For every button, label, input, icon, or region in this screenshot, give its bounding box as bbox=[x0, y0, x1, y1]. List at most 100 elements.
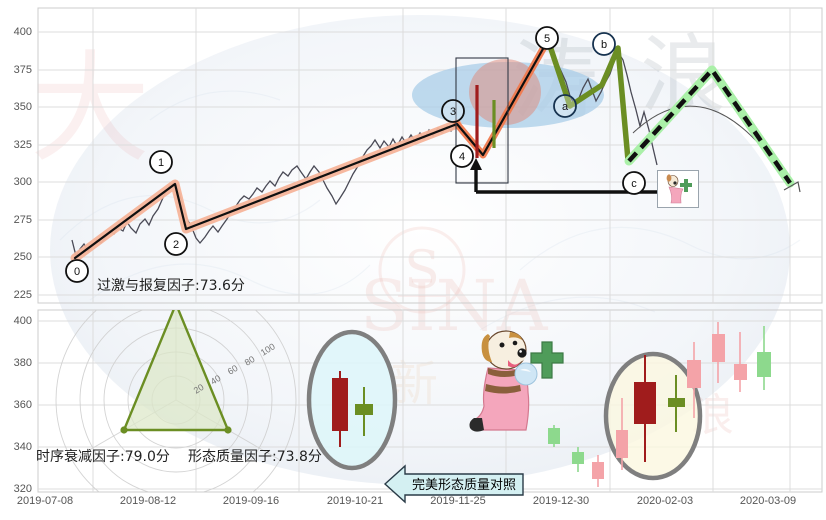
projection-dashed-path bbox=[627, 66, 792, 185]
lower-ytick-340: 340 bbox=[14, 441, 32, 453]
upper-ytick-250: 250 bbox=[14, 251, 32, 263]
lower-annotation-left: 时序衰减因子:79.0分 bbox=[36, 448, 170, 465]
radar-vertices bbox=[120, 426, 232, 434]
lower-ytick-360: 360 bbox=[14, 399, 32, 411]
candle-up-highlight bbox=[668, 375, 685, 432]
xtick-1: 2019-08-12 bbox=[120, 495, 176, 507]
radar-tick-20: 20 bbox=[192, 382, 206, 396]
candle-down bbox=[616, 398, 628, 470]
candle-up bbox=[757, 326, 771, 390]
lower-y-tick-labels: 400 380 360 340 320 bbox=[14, 315, 32, 495]
radar-tick-40: 40 bbox=[209, 373, 223, 387]
radar-tick-labels: 20 40 60 80 100 bbox=[192, 341, 277, 395]
wave-marker-c: c bbox=[622, 171, 646, 195]
upper-ytick-375: 375 bbox=[14, 64, 32, 76]
candle-up bbox=[572, 447, 584, 472]
upper-ytick-350: 350 bbox=[14, 101, 32, 113]
wave-label-a: a bbox=[562, 101, 569, 113]
radar-tick-100: 100 bbox=[259, 341, 277, 357]
c-pointer-arrowhead bbox=[470, 158, 482, 170]
upper-ytick-300: 300 bbox=[14, 176, 32, 188]
lower-annotation-right: 形态质量因子:73.8分 bbox=[188, 449, 322, 465]
xtick-0: 2019-07-08 bbox=[17, 495, 73, 507]
wave-marker-3: 3 bbox=[441, 99, 465, 123]
xtick-5: 2019-12-30 bbox=[533, 495, 589, 507]
wave-34-focus-box bbox=[455, 57, 509, 184]
upper-y-tick-labels: 400 375 350 325 300 275 250 225 bbox=[14, 26, 32, 301]
callout-label: 完美形态质量对照 bbox=[411, 477, 516, 493]
wave-marker-2: 2 bbox=[164, 232, 188, 256]
upper-annotation-text: 过激与报复因子:73.6分 bbox=[97, 277, 245, 294]
watermark-cn-left: 大 bbox=[30, 40, 150, 179]
wave-marker-0: 0 bbox=[65, 259, 89, 283]
wave-marker-1: 1 bbox=[149, 150, 173, 174]
red-highlight-blob bbox=[469, 59, 541, 125]
lower-ytick-400: 400 bbox=[14, 315, 32, 327]
wave-label-1: 1 bbox=[158, 157, 164, 169]
watermark-cn-mid: 涛 bbox=[512, 31, 598, 131]
upper-ytick-225: 225 bbox=[14, 289, 32, 301]
correction-abc-path bbox=[545, 37, 631, 163]
projection-end-tick bbox=[783, 181, 801, 193]
price-series-line-tail bbox=[547, 39, 658, 166]
radar-tick-80: 80 bbox=[243, 354, 257, 368]
watermark-s-logo: S bbox=[378, 226, 466, 314]
wave-label-3: 3 bbox=[450, 106, 456, 118]
zoom-ellipse-cyan bbox=[306, 329, 398, 471]
radar-tick-60: 60 bbox=[226, 363, 240, 377]
wave-markers: 0 1 2 3 4 5 a b c bbox=[65, 26, 646, 283]
impulse-wave-path bbox=[73, 38, 550, 260]
lower-ytick-320: 320 bbox=[14, 483, 32, 495]
upper-ytick-325: 325 bbox=[14, 139, 32, 151]
wave-marker-b: b bbox=[592, 32, 616, 56]
impulse-glow-strong bbox=[453, 36, 552, 159]
lower-gridlines bbox=[38, 310, 822, 492]
quality-radar-chart: 20 40 60 80 100 bbox=[55, 310, 297, 492]
xtick-3: 2019-10-21 bbox=[327, 495, 383, 507]
lower-ytick-380: 380 bbox=[14, 357, 32, 369]
impulse-glow-light bbox=[70, 119, 462, 263]
wave-label-2: 2 bbox=[173, 239, 179, 251]
dog-sticker-large bbox=[458, 322, 566, 438]
candle-down bbox=[734, 332, 747, 392]
xtick-7: 2020-03-09 bbox=[740, 495, 796, 507]
wave-marker-5: 5 bbox=[535, 26, 559, 50]
callout-text-wrap: 完美形态质量对照 bbox=[404, 472, 524, 494]
wave-label-0: 0 bbox=[74, 266, 80, 278]
candle-down bbox=[687, 342, 701, 418]
zoom-candle-down bbox=[332, 371, 348, 447]
x-axis-tick-labels: 2019-07-08 2019-08-12 2019-09-16 2019-10… bbox=[17, 495, 796, 507]
price-series-line bbox=[71, 123, 457, 258]
candle-down bbox=[712, 322, 725, 383]
focus-box-candles bbox=[475, 85, 496, 158]
zoom-ellipse-cream bbox=[603, 351, 703, 481]
wave-marker-4: 4 bbox=[450, 144, 474, 168]
xtick-6: 2020-02-03 bbox=[637, 495, 693, 507]
xtick-2: 2019-09-16 bbox=[223, 495, 279, 507]
watermark-cn-extra2: 新 bbox=[390, 356, 438, 412]
zoom-candle-doji bbox=[355, 387, 373, 436]
projection-glow bbox=[624, 65, 795, 188]
xtick-4: 2019-11-25 bbox=[430, 495, 485, 507]
watermark-cn-extra: 浪 bbox=[690, 390, 734, 441]
upper-ytick-400: 400 bbox=[14, 26, 32, 38]
watermark-s-letter: S bbox=[404, 241, 440, 301]
wave-label-5: 5 bbox=[544, 33, 550, 45]
wave-marker-a: a bbox=[553, 94, 577, 118]
candle-down bbox=[592, 455, 604, 487]
watermark-cn-right: 浪 bbox=[640, 26, 726, 126]
upper-gridlines bbox=[38, 8, 822, 303]
radar-polygon bbox=[122, 310, 230, 432]
upper-ytick-275: 275 bbox=[14, 214, 32, 226]
wave-label-b: b bbox=[601, 39, 607, 51]
wave-label-4: 4 bbox=[459, 151, 465, 163]
dog-sticker-small bbox=[657, 170, 699, 208]
blue-highlight-blob bbox=[412, 62, 604, 128]
candlestick-series bbox=[548, 322, 771, 487]
wave-label-c: c bbox=[631, 178, 637, 190]
candle-down-highlight bbox=[634, 355, 656, 462]
